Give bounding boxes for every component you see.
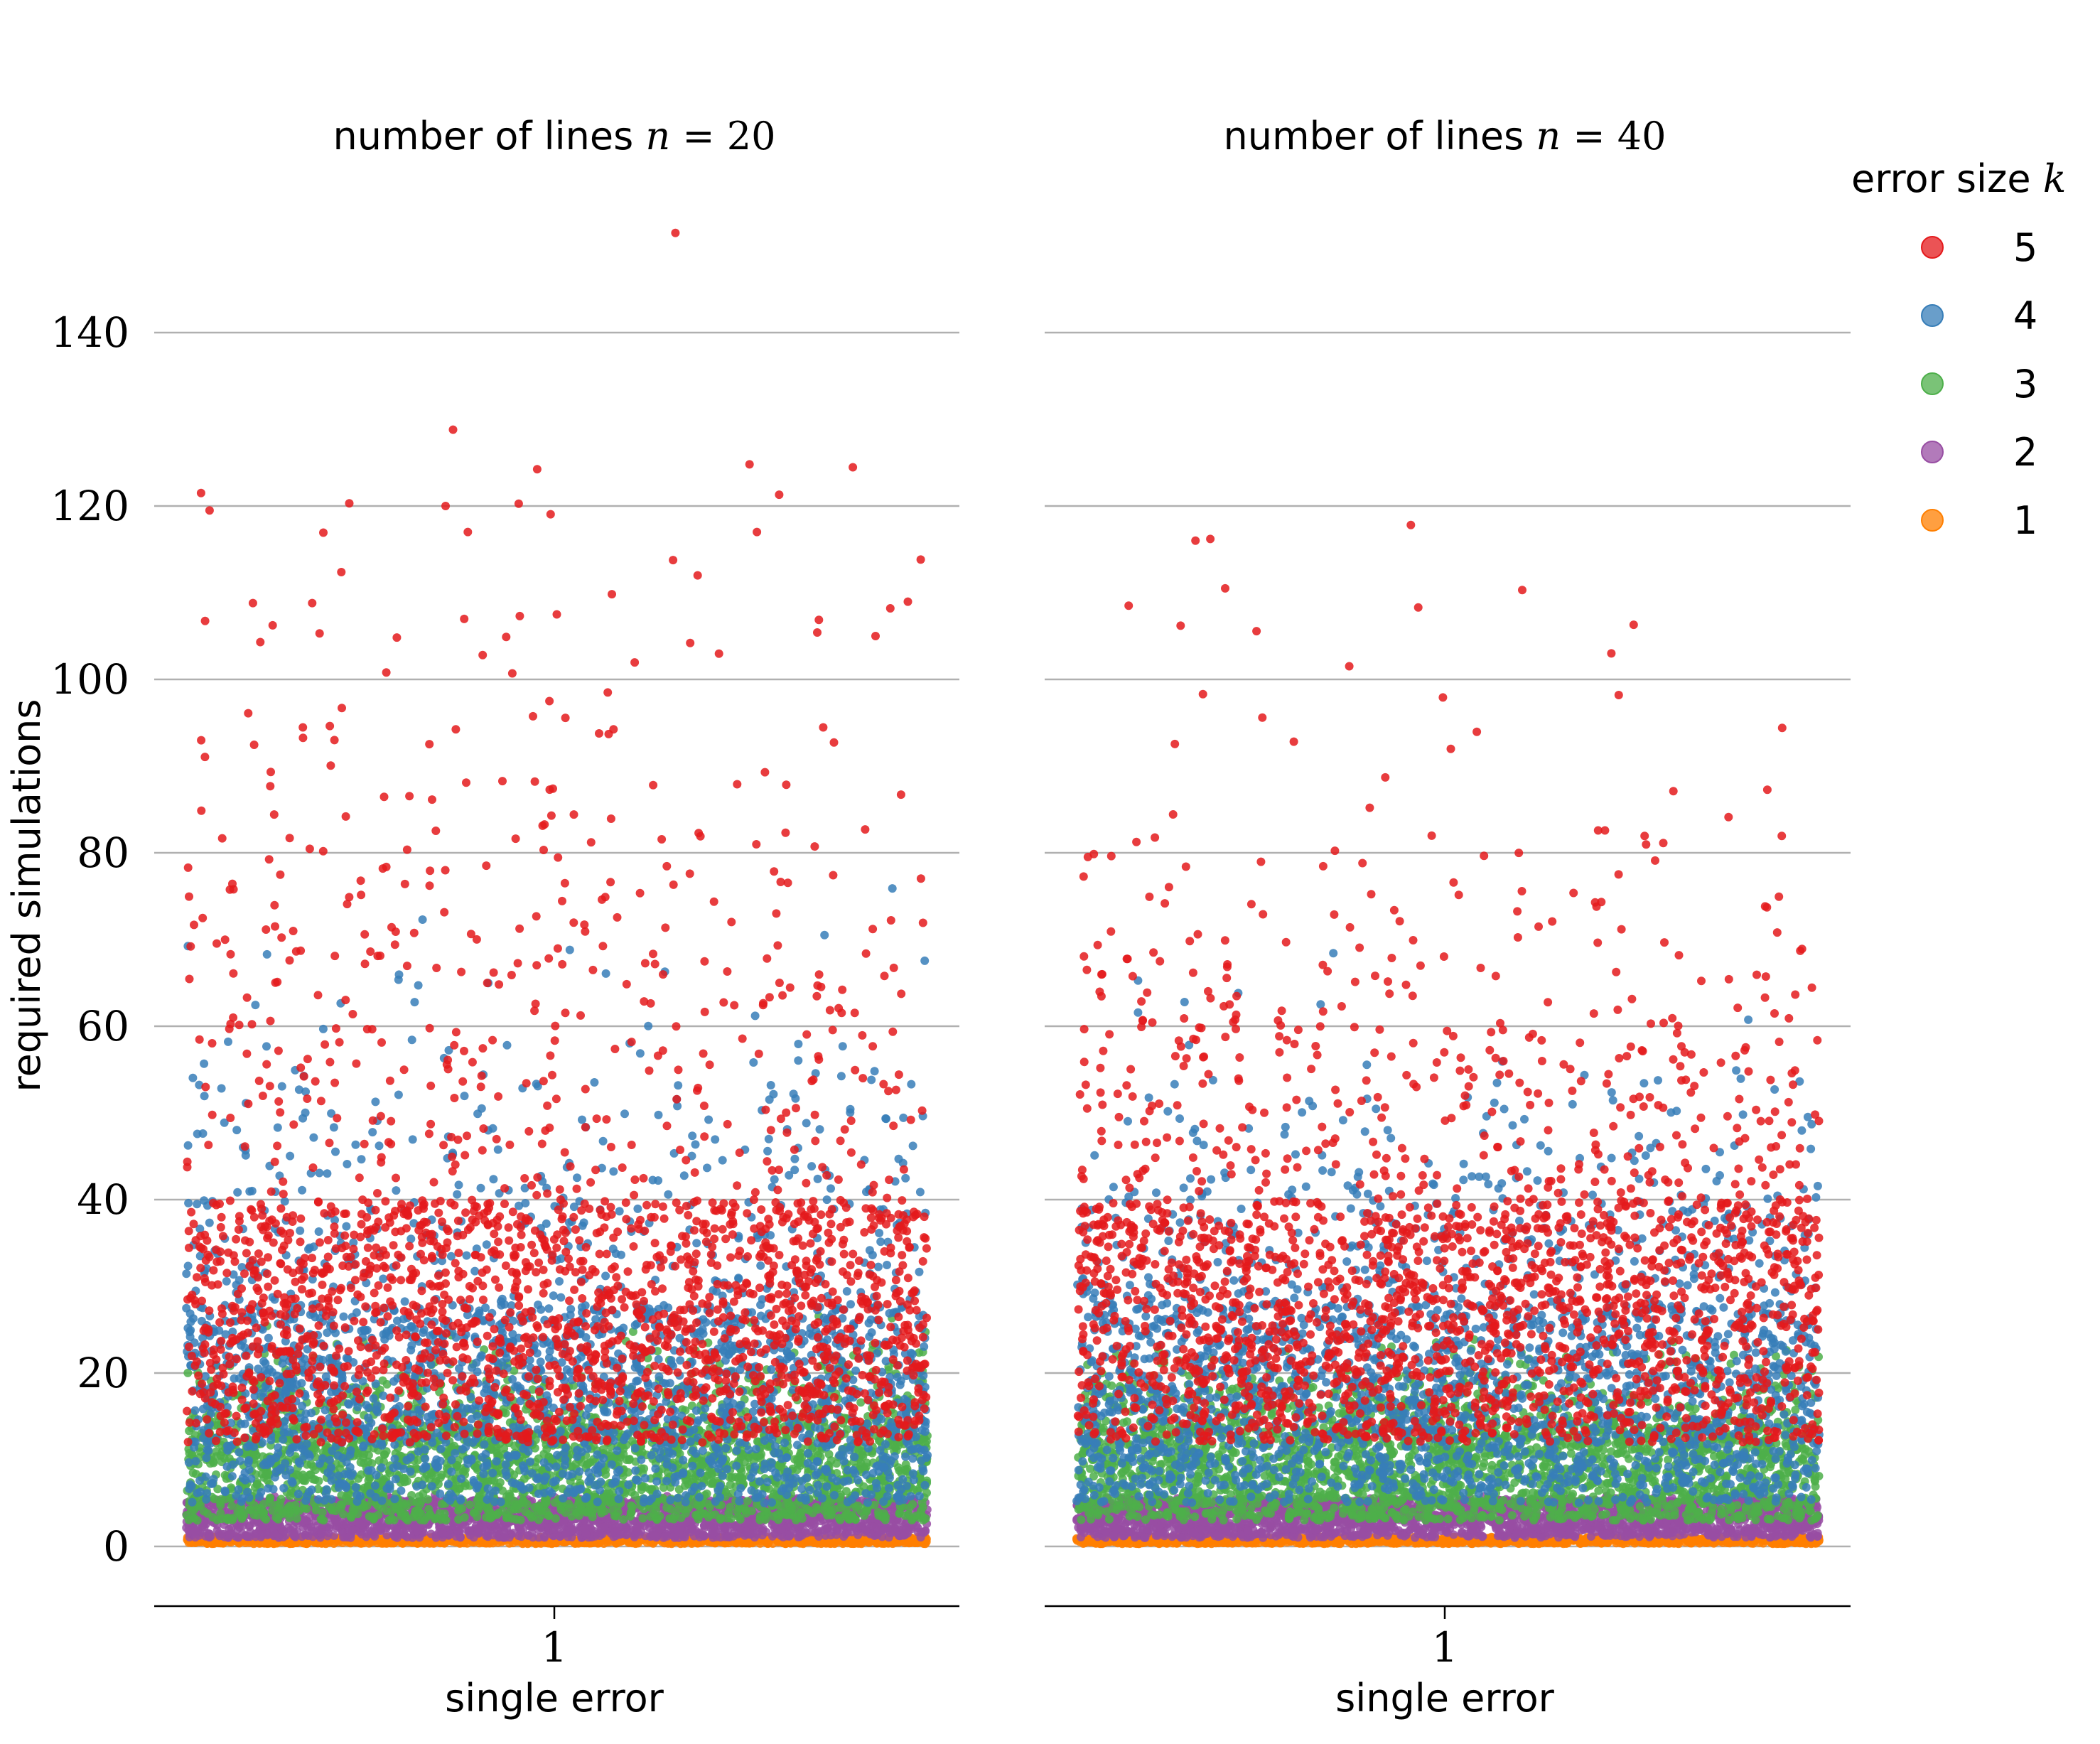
point	[357, 1539, 366, 1548]
point	[804, 1536, 814, 1546]
point	[338, 1528, 347, 1537]
point	[382, 1539, 391, 1548]
point	[465, 1500, 475, 1509]
point	[777, 1524, 786, 1534]
point	[284, 1523, 293, 1532]
point	[621, 1523, 630, 1532]
point	[710, 1521, 718, 1530]
point	[581, 1529, 591, 1538]
point	[729, 1532, 738, 1541]
point	[390, 1523, 399, 1532]
point	[663, 1532, 672, 1541]
point	[460, 1513, 469, 1522]
point	[225, 1530, 235, 1539]
point	[743, 1529, 752, 1538]
point	[854, 1530, 863, 1539]
point	[355, 1519, 364, 1528]
point	[890, 1527, 899, 1536]
point	[377, 1523, 386, 1532]
point	[318, 1528, 327, 1537]
point	[446, 1529, 454, 1539]
points-n20	[182, 228, 932, 1549]
point	[633, 1527, 642, 1536]
point	[216, 1509, 225, 1518]
point	[795, 1532, 804, 1541]
point	[251, 1532, 260, 1541]
point	[569, 1525, 578, 1534]
point	[610, 1512, 619, 1520]
point	[482, 1532, 491, 1541]
point	[597, 1509, 606, 1518]
point	[600, 1522, 609, 1532]
point	[297, 1532, 306, 1541]
point	[302, 1516, 311, 1525]
point	[916, 1533, 925, 1542]
point	[205, 1533, 214, 1542]
point	[826, 1531, 836, 1540]
point	[500, 1533, 510, 1542]
point	[215, 1532, 225, 1541]
point	[559, 1516, 569, 1525]
point	[839, 1525, 848, 1534]
point	[616, 1530, 625, 1539]
point	[561, 1529, 571, 1538]
point	[762, 1527, 771, 1536]
point	[901, 1524, 910, 1534]
point	[190, 1527, 200, 1536]
point	[461, 1521, 470, 1530]
point	[716, 1533, 725, 1542]
point	[785, 1532, 795, 1541]
point	[549, 1525, 559, 1534]
panel-n20: number of lines n = 20 02040608010012014…	[4, 114, 959, 1721]
point	[473, 1529, 483, 1538]
point	[721, 1524, 730, 1533]
point	[524, 1531, 533, 1540]
point	[861, 1526, 871, 1535]
point	[879, 1526, 888, 1535]
point	[367, 1527, 376, 1536]
point	[699, 1530, 708, 1539]
point	[688, 1524, 697, 1534]
point	[270, 1529, 279, 1538]
point	[901, 1511, 910, 1520]
point	[431, 1533, 441, 1542]
panel-title-n20: number of lines n = 20	[333, 114, 776, 158]
point	[308, 1526, 316, 1535]
point	[676, 1524, 685, 1533]
point	[512, 1515, 521, 1524]
point	[825, 1538, 834, 1547]
point	[650, 1531, 659, 1540]
point	[816, 1517, 825, 1526]
point	[540, 1533, 549, 1542]
point	[525, 1522, 534, 1531]
point	[249, 1539, 259, 1549]
point	[849, 1539, 858, 1549]
point	[516, 1525, 525, 1534]
point	[390, 1531, 399, 1540]
